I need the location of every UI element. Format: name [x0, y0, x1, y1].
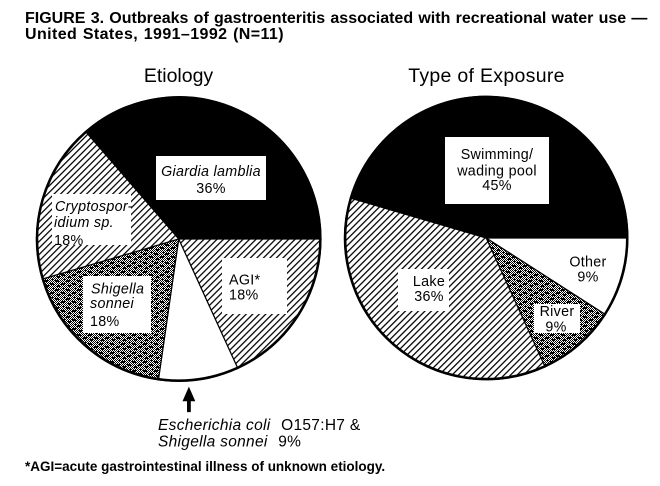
svg-text:Lake: Lake [413, 274, 445, 290]
svg-text:18%: 18% [229, 288, 259, 304]
svg-text:AGI*: AGI* [229, 273, 261, 289]
svg-text:River: River [540, 304, 575, 320]
svg-text:36%: 36% [414, 289, 444, 305]
svg-text:9%: 9% [545, 320, 566, 336]
svg-text:idium sp.: idium sp. [54, 215, 114, 231]
svg-text:9%: 9% [577, 270, 598, 286]
svg-text:wading pool: wading pool [456, 164, 537, 180]
svg-text:Escherichia coli O157:H7 &: Escherichia coli O157:H7 & [158, 417, 361, 434]
svg-text:18%: 18% [54, 233, 84, 249]
svg-text:Cryptospor-: Cryptospor- [55, 199, 133, 215]
svg-text:Shigella sonnei 9%: Shigella sonnei 9% [158, 433, 301, 450]
svg-text:36%: 36% [196, 181, 226, 197]
svg-text:Other: Other [569, 255, 606, 271]
svg-text:18%: 18% [90, 314, 120, 330]
svg-text:Giardia lamblia: Giardia lamblia [161, 164, 261, 180]
svg-text:Swimming/: Swimming/ [461, 147, 534, 163]
svg-text:45%: 45% [482, 178, 512, 194]
svg-text:Shigella: Shigella [91, 282, 144, 298]
svg-text:sonnei: sonnei [90, 296, 134, 312]
